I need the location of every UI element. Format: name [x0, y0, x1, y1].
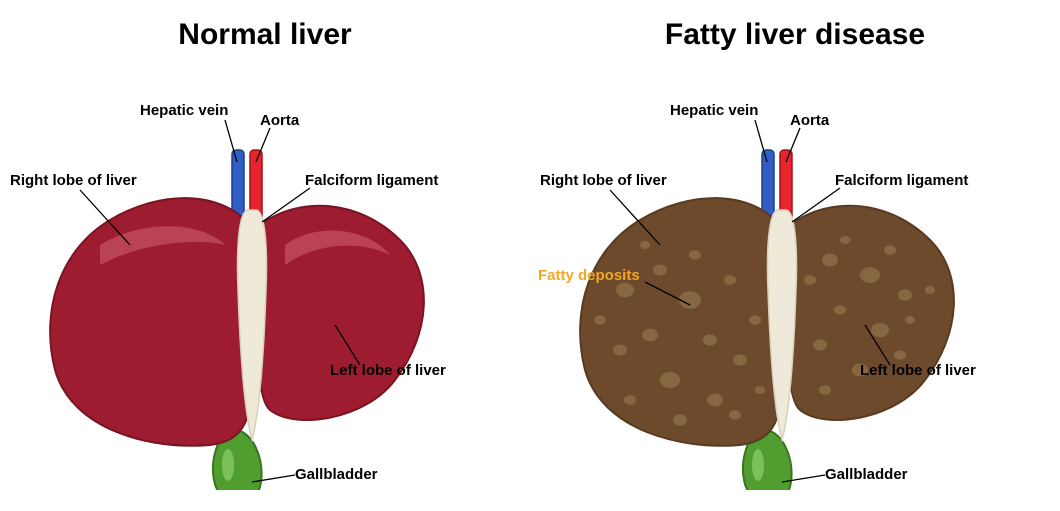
- fatty-spot: [660, 372, 680, 388]
- fatty-title: Fatty liver disease: [530, 18, 1060, 52]
- fatty-spot: [703, 334, 717, 345]
- normal-liver-stage: Hepatic vein Aorta Right lobe of liver F…: [0, 70, 530, 490]
- label-falciform: Falciform ligament: [305, 172, 438, 189]
- gallbladder-highlight: [752, 449, 764, 481]
- normal-title: Normal liver: [0, 18, 530, 52]
- fatty-spot: [679, 291, 701, 309]
- fatty-spot: [616, 283, 634, 297]
- left-lobe-shape: [787, 206, 954, 420]
- label-right-lobe: Right lobe of liver: [10, 172, 137, 189]
- fatty-spot: [653, 264, 667, 275]
- hepatic-vein-shape: [762, 150, 774, 220]
- label-right-lobe: Right lobe of liver: [540, 172, 667, 189]
- fatty-spot: [755, 386, 765, 394]
- fatty-spot: [613, 344, 627, 355]
- fatty-spot: [860, 267, 880, 283]
- fatty-spot: [905, 316, 915, 324]
- label-left-lobe: Left lobe of liver: [860, 362, 976, 379]
- label-aorta: Aorta: [260, 112, 299, 129]
- label-gallbladder: Gallbladder: [295, 466, 378, 483]
- fatty-spot: [707, 394, 723, 407]
- label-fatty-deposits: Fatty deposits: [538, 267, 640, 284]
- fatty-spot: [624, 395, 636, 405]
- fatty-spot: [689, 250, 701, 260]
- fatty-spot: [804, 275, 816, 285]
- fatty-spot: [925, 286, 935, 294]
- label-aorta: Aorta: [790, 112, 829, 129]
- fatty-spot: [724, 275, 736, 285]
- fatty-spot: [729, 410, 741, 420]
- fatty-spot: [894, 350, 906, 360]
- label-gallbladder: Gallbladder: [825, 466, 908, 483]
- label-hepatic-vein: Hepatic vein: [670, 102, 758, 119]
- normal-liver-panel: Normal liver: [0, 0, 530, 511]
- fatty-spot: [594, 315, 606, 325]
- fatty-spot: [813, 339, 827, 350]
- label-falciform: Falciform ligament: [835, 172, 968, 189]
- fatty-spot: [898, 289, 912, 300]
- fatty-spot: [819, 385, 831, 395]
- fatty-spot: [840, 236, 850, 244]
- fatty-spot: [733, 354, 747, 365]
- fatty-spot: [640, 241, 650, 249]
- fatty-liver-stage: Hepatic vein Aorta Right lobe of liver F…: [530, 70, 1060, 490]
- fatty-liver-panel: Fatty liver disease: [530, 0, 1060, 511]
- fatty-spot: [834, 305, 846, 315]
- fatty-spot: [871, 323, 889, 337]
- gallbladder-highlight: [222, 449, 234, 481]
- fatty-spot: [884, 245, 896, 255]
- fatty-spot: [749, 315, 761, 325]
- fatty-spot: [673, 414, 687, 425]
- label-hepatic-vein: Hepatic vein: [140, 102, 228, 119]
- normal-liver-svg: [0, 70, 530, 490]
- fatty-spot: [642, 329, 658, 342]
- hepatic-vein-shape: [232, 150, 244, 220]
- label-left-lobe: Left lobe of liver: [330, 362, 446, 379]
- fatty-spot: [822, 254, 838, 267]
